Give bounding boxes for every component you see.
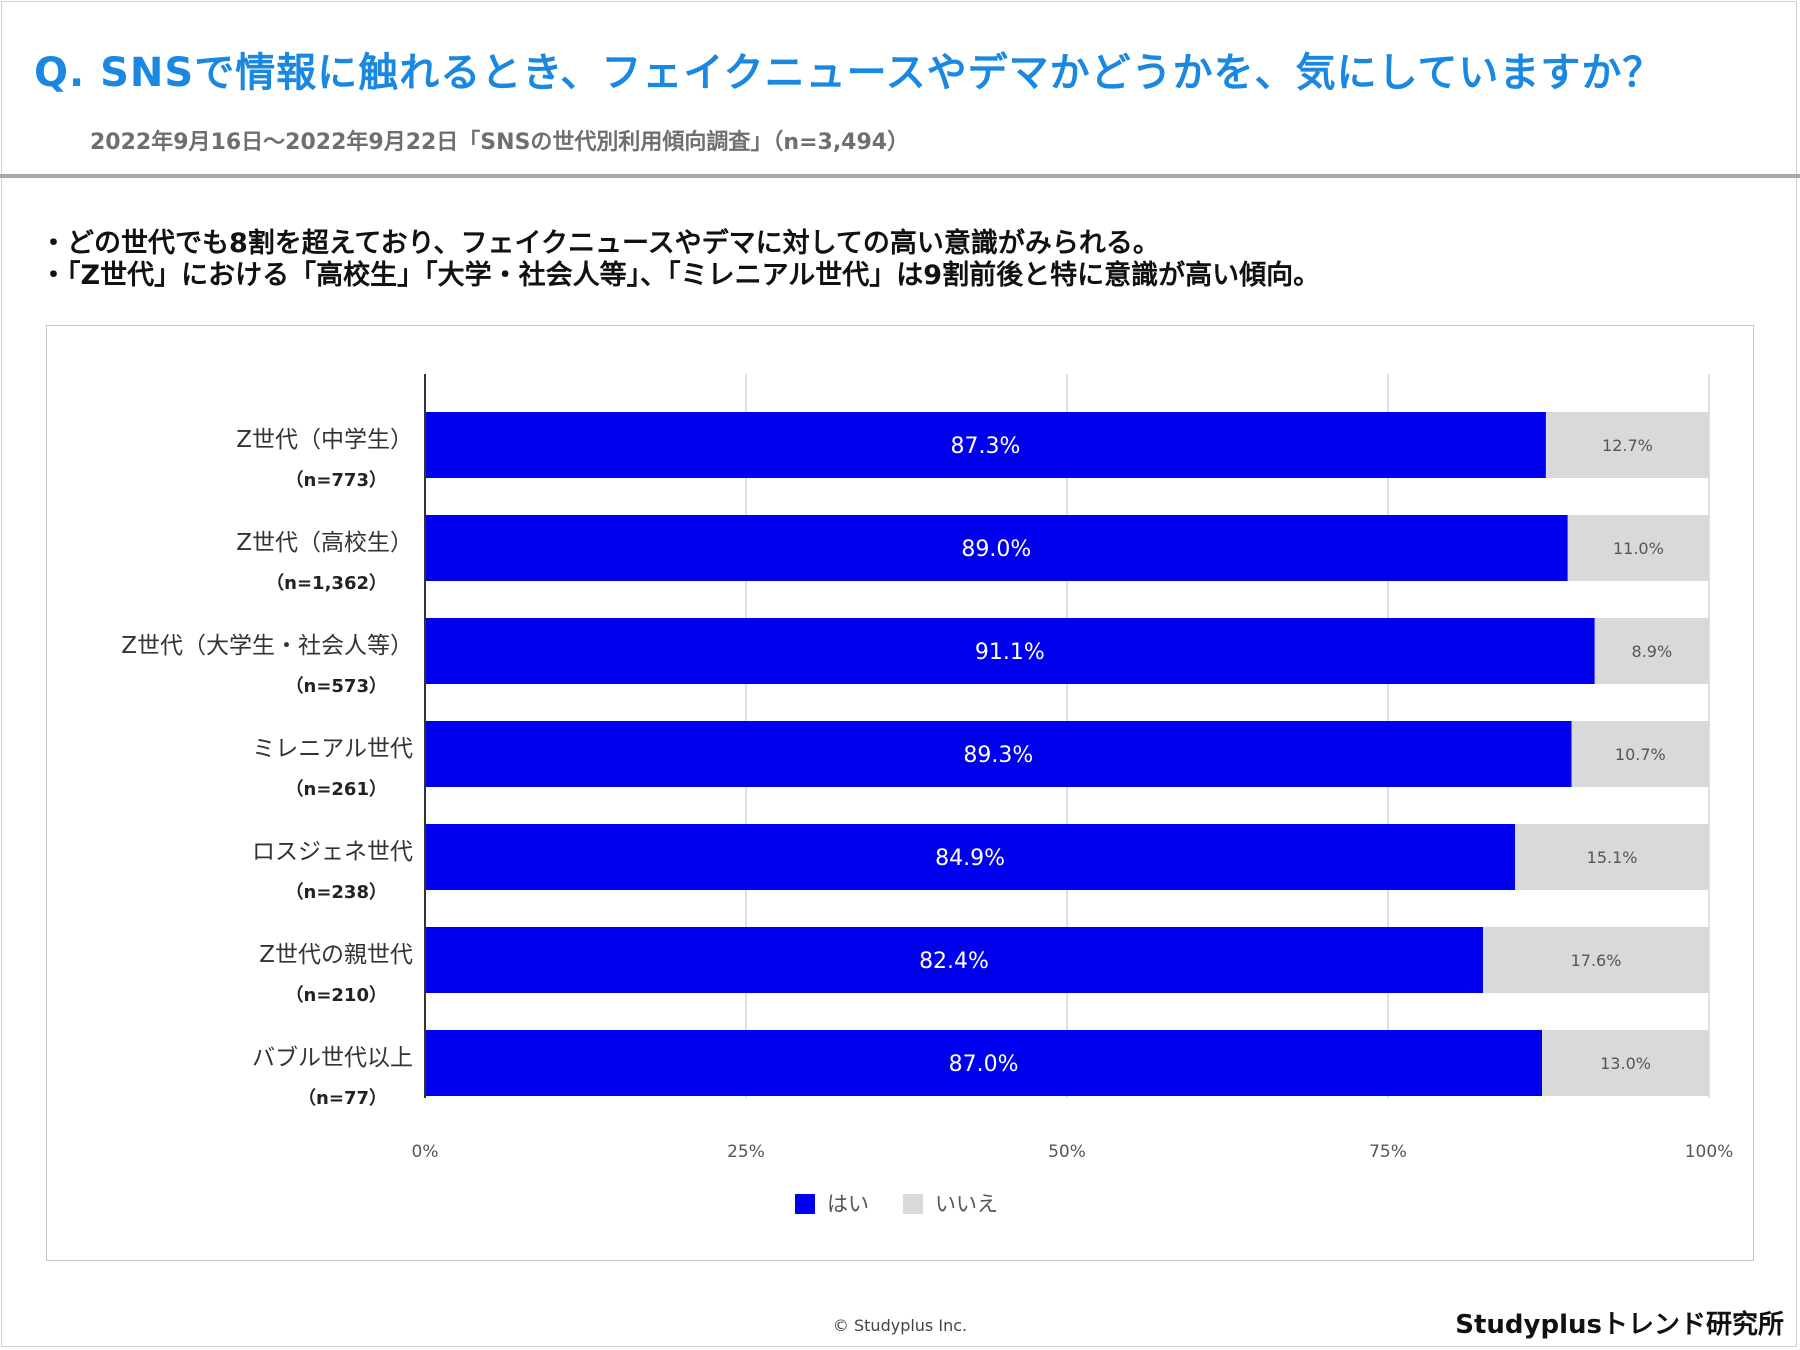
stacked-bar-chart: 0% 25% 50% 75% 100% 87.3% 12.7% Z世代（中学生） （n=773）… xyxy=(121,374,1734,1216)
category-sample-size: （n=261） xyxy=(286,779,387,800)
bar-yes xyxy=(425,1030,1543,1096)
category-sample-size: （n=210） xyxy=(286,985,387,1006)
category-label: Z世代（大学生・社会人等） xyxy=(121,633,413,659)
legend-label: はい xyxy=(827,1192,869,1216)
page-title: Q. SNSで情報に触れるとき、フェイクニュースやデマかどうかを、気にしています… xyxy=(34,50,1664,96)
category-sample-size: （n=77） xyxy=(298,1088,387,1109)
bar-no xyxy=(1515,824,1709,890)
data-label: 15.1% xyxy=(1587,848,1638,867)
bar-yes xyxy=(425,824,1516,890)
data-label: 87.3% xyxy=(951,434,1021,459)
category-label: Z世代（中学生） xyxy=(236,427,413,453)
bar-no xyxy=(1545,412,1709,478)
bar-yes xyxy=(425,721,1572,787)
category-sample-size: （n=573） xyxy=(286,676,387,697)
bar-yes xyxy=(425,927,1484,993)
x-tick-label: 0% xyxy=(412,1142,439,1162)
header: Q. SNSで情報に触れるとき、フェイクニュースやデマかどうかを、気にしています… xyxy=(0,0,1800,178)
bar-no xyxy=(1542,1030,1709,1096)
bar-yes xyxy=(425,618,1595,684)
brand-logo-text: Studyplusトレンド研究所 xyxy=(1455,1310,1784,1340)
bar-no xyxy=(1567,515,1709,581)
data-label: 91.1% xyxy=(975,640,1045,665)
bar-no xyxy=(1571,721,1709,787)
x-tick-label: 75% xyxy=(1369,1142,1407,1162)
summary-bullet-1: ・どの世代でも8割を超えており、フェイクニュースやデマに対しての高い意識がみられ… xyxy=(40,228,1160,259)
data-label: 11.0% xyxy=(1613,539,1664,558)
legend-label: いいえ xyxy=(935,1192,998,1216)
x-tick-label: 100% xyxy=(1685,1142,1734,1162)
bar-no xyxy=(1594,618,1709,684)
summary-bullet-2: ・「Z世代」における「高校生」「大学・社会人等」、「ミレニアル世代」は9割前後と… xyxy=(40,260,1321,291)
chart-container: 0% 25% 50% 75% 100% 87.3% 12.7% Z世代（中学生） （n=773）… xyxy=(46,325,1754,1261)
category-label: Z世代の親世代 xyxy=(259,942,413,968)
data-label: 12.7% xyxy=(1602,436,1653,455)
bar-yes xyxy=(425,412,1546,478)
category-label: ミレニアル世代 xyxy=(252,736,413,762)
category-label: Z世代（高校生） xyxy=(236,530,413,556)
legend-swatch xyxy=(903,1194,923,1214)
x-tick-label: 25% xyxy=(727,1142,765,1162)
category-label: ロスジェネ世代 xyxy=(252,839,413,865)
data-label: 89.0% xyxy=(961,537,1031,562)
data-label: 17.6% xyxy=(1571,951,1622,970)
data-label: 8.9% xyxy=(1632,642,1673,661)
summary-bullets: ・どの世代でも8割を超えており、フェイクニュースやデマに対しての高い意識がみられ… xyxy=(40,228,1320,292)
data-label: 82.4% xyxy=(919,949,989,974)
data-label: 89.3% xyxy=(963,743,1033,768)
copyright-text: © Studyplus Inc. xyxy=(832,1316,968,1335)
bar-no xyxy=(1483,927,1709,993)
category-sample-size: （n=238） xyxy=(286,882,387,903)
data-label: 87.0% xyxy=(949,1052,1019,1077)
category-label: バブル世代以上 xyxy=(252,1045,413,1071)
x-tick-label: 50% xyxy=(1048,1142,1086,1162)
bar-yes xyxy=(425,515,1568,581)
legend-swatch xyxy=(795,1194,815,1214)
data-label: 10.7% xyxy=(1615,745,1666,764)
data-label: 13.0% xyxy=(1600,1054,1651,1073)
survey-subtitle: 2022年9月16日〜2022年9月22日「SNSの世代別利用傾向調査」（n=3… xyxy=(90,130,910,155)
category-sample-size: （n=1,362） xyxy=(266,573,387,594)
data-label: 84.9% xyxy=(935,846,1005,871)
category-sample-size: （n=773） xyxy=(286,470,387,491)
